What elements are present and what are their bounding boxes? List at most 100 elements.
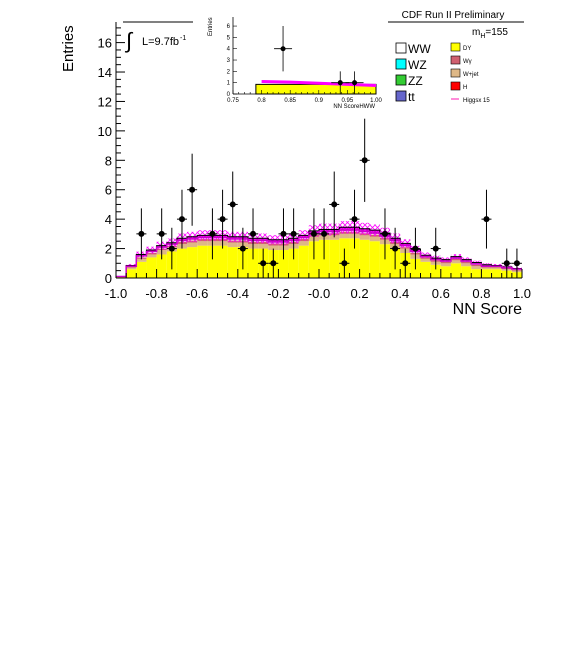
data-point-15 [321,230,328,237]
luminosity-text: L=9.7fb [142,36,179,48]
bar-w-jet-24 [359,235,370,240]
bar-w--36 [481,266,492,268]
legend-label-3: tt [408,90,415,104]
data-point-18 [351,216,358,223]
bar-w-jet-33 [450,260,462,264]
data-point-1 [158,230,165,237]
bar-w--33 [450,258,462,261]
bar-w-jet-8 [197,241,208,246]
bar-dy-4 [156,254,167,278]
bar-dy-30 [420,261,431,278]
x-axis-label: NN Score [453,301,522,318]
bar-dy-35 [471,269,482,278]
legend-label-4: DY [463,46,471,52]
bar-dy-17 [288,248,299,278]
bar-dy-16 [278,250,289,278]
bar-w-jet-34 [461,263,472,267]
bar-dy-36 [481,269,492,278]
y-tick-label-8: 16 [98,36,112,51]
inset-x-tick-label-4: 0.95 [342,98,354,104]
bar-w--28 [400,247,411,249]
data-point-12 [280,230,287,237]
title-box: CDF Run II Preliminary [388,10,524,23]
bar-w-jet-1 [126,267,137,270]
bar-dy-37 [491,269,502,278]
inset-y-tick-label-1: 1 [227,81,231,87]
data-point-25 [483,216,490,223]
data-point-22 [402,260,409,267]
bar-w-jet-3 [146,254,157,258]
inset-y-tick-label-3: 3 [227,58,231,64]
bar-dy-13 [247,248,259,278]
data-point-11 [270,260,277,267]
bar-dy-32 [440,266,451,278]
data-point-13 [290,230,297,237]
y-tick-label-0: 0 [105,271,112,286]
inset-x-tick-label-0: 0.75 [227,98,239,104]
bar-dy-7 [187,247,198,278]
legend-label-6: W+jet [463,72,479,78]
bar-w--37 [491,266,502,268]
data-point-7 [229,201,236,208]
inset-data-points [274,26,364,94]
bar-dy-24 [359,239,370,278]
legend-swatch-4 [450,42,461,52]
legend-swatch-0 [395,42,407,54]
bar-dy-23 [349,238,360,278]
data-point-9 [250,230,257,237]
bar-dy-1 [126,269,137,278]
inset-x-axis-label: NN ScoreHWW [333,104,375,110]
legend-label-1: WZ [408,58,427,72]
bar-dy-6 [176,248,188,278]
bar-w--34 [461,261,472,264]
inset-x-tick-label-5: 1.00 [370,98,382,104]
bar-w-jet-25 [369,236,380,242]
inset-chart: 0.75 0.8 0.85 0.9 0.95 1.00 0 1 2 3 4 5 6 Entries NN… [208,17,382,110]
bar-w-jet-11 [227,242,238,248]
bar-dy-21 [329,239,340,278]
inset-data-point-1 [337,80,343,86]
data-point-14 [310,230,317,237]
bar-w-jet-35 [471,266,482,270]
x-tick-label-6: 0.2 [351,286,369,301]
data-point-19 [361,157,368,164]
bar-w-jet-14 [258,244,269,249]
main-chart: -1.0 -0.8 -0.6 -0.4 -0.2 -0.0 0.2 0.4 0.6 0.8 1.00… [60,10,531,318]
x-tick-label-7: 0.4 [391,286,409,301]
bar-w--30 [420,257,431,259]
bar-w--1 [126,266,137,268]
data-point-21 [392,245,399,252]
data-point-4 [189,186,196,193]
x-tick-label-2: -0.6 [186,286,208,301]
y-axis-label: Entries [60,25,77,72]
inset-axes [232,17,377,95]
y-tick-label-6: 12 [98,94,112,109]
legend-entries: WW WZ ZZ tt DY Wγ W+jet H Higgsx 15 [395,42,490,104]
data-point-23 [412,245,419,252]
axes [115,22,523,279]
bar-dy-18 [298,245,309,278]
inset-signal-line [261,80,377,88]
data-point-5 [209,230,216,237]
inset-x-tick-label-1: 0.8 [257,98,266,104]
inset-x-tick-label-2: 0.85 [284,98,296,104]
data-point-26 [503,260,510,267]
bar-dy-26 [379,244,391,278]
bar-w--14 [258,241,269,245]
legend-label-2: ZZ [408,74,423,88]
bar-w--3 [146,252,157,255]
y-tick-label-2: 4 [105,212,112,227]
data-point-27 [513,260,520,267]
bar-dy-31 [430,264,441,278]
x-tick-label-8: 0.6 [432,286,450,301]
x-tick-label-5: -0.0 [308,286,330,301]
inset-y-tick-label-5: 5 [227,35,231,41]
legend-swatch-5 [450,55,461,65]
bar-w-jet-37 [491,267,502,270]
x-tick-label-9: 0.8 [472,286,490,301]
bar-dy-11 [227,247,238,278]
y-tick-label-3: 6 [105,183,112,198]
tick-labels: -1.0 -0.8 -0.6 -0.4 -0.2 -0.0 0.2 0.4 0.6 0.8 1.00… [98,36,532,301]
bar-w-jet-30 [420,258,431,262]
inset-data-point-0 [280,46,286,52]
